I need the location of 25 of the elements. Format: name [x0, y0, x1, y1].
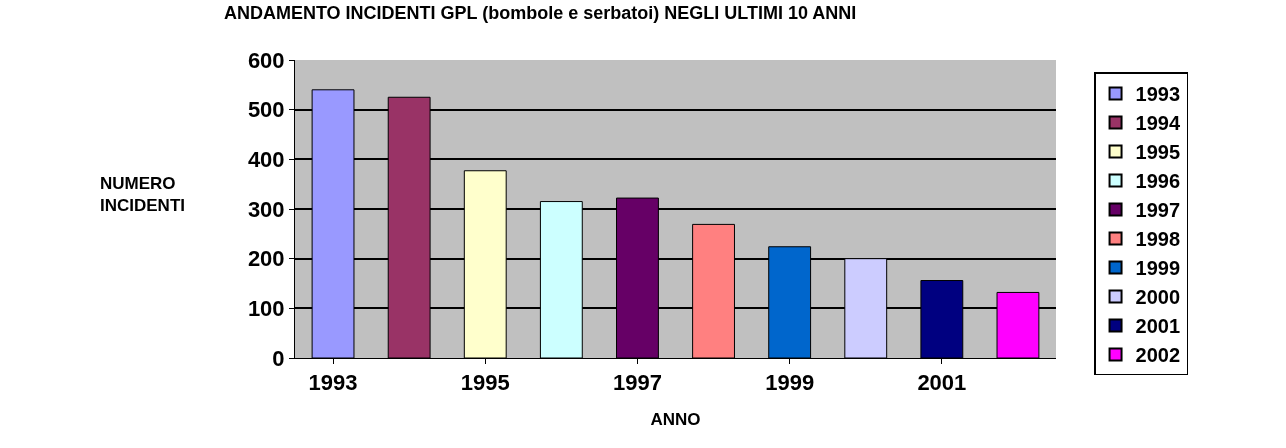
chart-title: ANDAMENTO INCIDENTI GPL (bombole e serbatoi) NEGLI ULTIMI 10 ANNI [223, 3, 857, 24]
y-axis-title: NUMERO INCIDENTI [100, 174, 185, 216]
x-tick-label: 1995 [460, 370, 510, 396]
legend-label: 1993 [1135, 83, 1181, 106]
x-tick-label: 1997 [612, 370, 662, 396]
y-tick-label: 500 [247, 97, 285, 123]
legend-label: 1995 [1135, 141, 1181, 164]
legend-label: 2002 [1135, 344, 1181, 367]
legend-label: 2000 [1135, 286, 1181, 309]
y-tick-label: 400 [247, 147, 285, 173]
legend-label: 1996 [1135, 170, 1181, 193]
legend-label: 1997 [1135, 199, 1181, 222]
y-tick-label: 600 [247, 47, 285, 73]
legend-label: 1999 [1135, 257, 1181, 280]
y-tick-label: 0 [272, 345, 285, 371]
legend-label: 2001 [1135, 315, 1181, 338]
x-tick-label: 1999 [765, 370, 815, 396]
y-tick-label: 300 [247, 196, 285, 222]
x-tick-label: 2001 [917, 370, 967, 396]
y-tick-label: 100 [247, 296, 285, 322]
x-axis-title: ANNO [650, 409, 701, 429]
y-tick-label: 200 [247, 246, 285, 272]
legend-label: 1994 [1135, 112, 1181, 135]
x-tick-label: 1993 [308, 370, 358, 396]
legend-label: 1998 [1135, 228, 1181, 251]
